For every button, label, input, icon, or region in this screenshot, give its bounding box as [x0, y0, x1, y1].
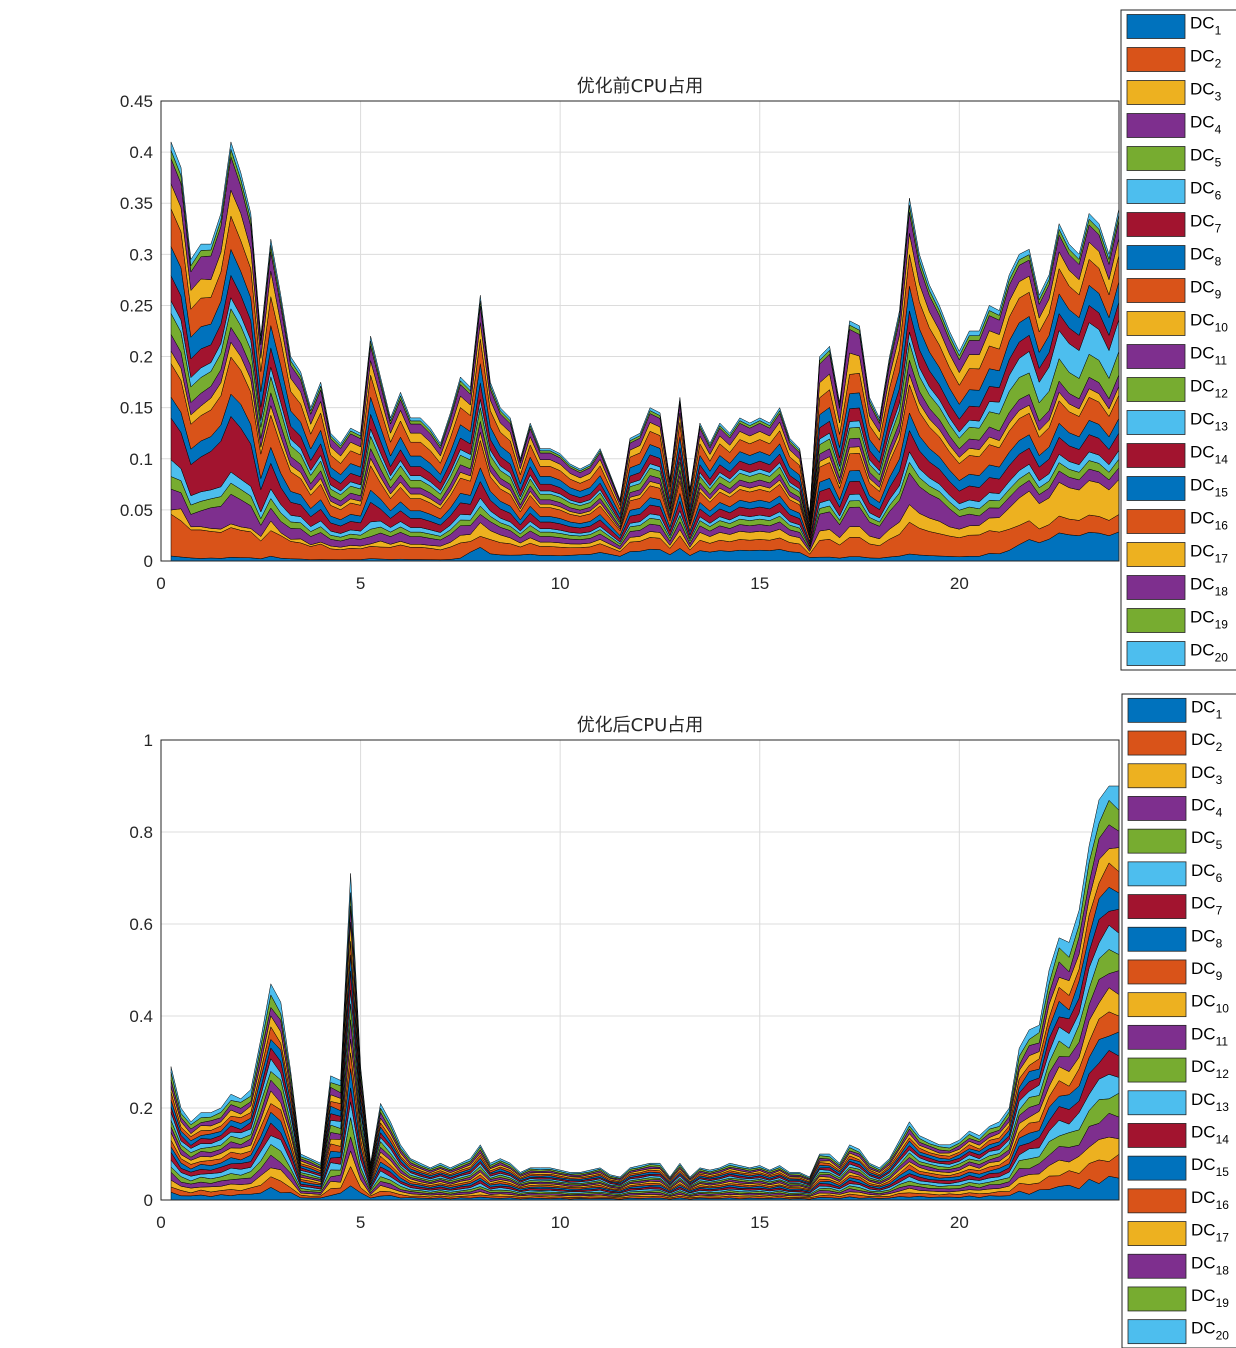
y-tick-label: 0.1 [129, 450, 153, 469]
legend-box [1120, 9, 1236, 671]
axes-box [160, 100, 1120, 562]
y-tick-label: 0.05 [120, 501, 153, 520]
legend-swatch [1126, 179, 1186, 204]
x-tick-label: 20 [950, 574, 969, 593]
legend-swatch [1126, 575, 1186, 600]
legend: DC1DC2DC3DC4DC5DC6DC7DC8DC9DC10DC11DC12D… [1120, 9, 1236, 671]
y-tick-labels: 0 0.05 0.1 0.15 0.2 0.25 0.3 0.35 0.4 0.45 [120, 92, 153, 571]
y-tick-label: 0.4 [129, 143, 153, 162]
y-tick-label: 0.45 [120, 92, 153, 111]
legend-swatch [1126, 509, 1186, 534]
y-tick-labels: 0 0.2 0.4 0.6 0.8 1 [129, 731, 153, 1210]
legend-swatch [1126, 443, 1186, 468]
legend-box [1121, 693, 1236, 1348]
legend-swatch [1126, 311, 1186, 336]
y-tick-label: 0.15 [120, 399, 153, 418]
legend-swatch [1126, 113, 1186, 138]
legend-swatch [1127, 1286, 1187, 1312]
x-tick-label: 0 [156, 574, 165, 593]
y-tick-label: 0 [144, 552, 153, 571]
y-tick-label: 0 [144, 1191, 153, 1210]
legend-swatch [1126, 47, 1186, 72]
y-tick-label: 0.4 [129, 1007, 153, 1026]
legend-swatch [1126, 476, 1186, 501]
x-tick-labels: 0 5 10 15 20 [156, 574, 969, 593]
y-tick-label: 1 [144, 731, 153, 750]
legend-swatch [1127, 1155, 1187, 1181]
plot-area [161, 740, 1119, 1200]
legend-swatch [1127, 1024, 1187, 1050]
legend-swatch [1127, 992, 1187, 1018]
legend-swatch [1126, 146, 1186, 171]
legend-swatch [1126, 344, 1186, 369]
legend-swatch [1126, 278, 1186, 303]
legend-swatch [1126, 245, 1186, 270]
x-tick-label: 10 [551, 1213, 570, 1232]
legend-swatch [1127, 959, 1187, 985]
y-tick-label: 0.8 [129, 823, 153, 842]
chart-title: 优化前CPU占用 [577, 76, 704, 97]
legend-swatch [1126, 80, 1186, 105]
y-tick-label: 0.2 [129, 348, 153, 367]
legend: DC1DC2DC3DC4DC5DC6DC7DC8DC9DC10DC11DC12D… [1121, 693, 1236, 1348]
x-tick-label: 15 [750, 1213, 769, 1232]
legend-swatch [1127, 1057, 1187, 1083]
legend-swatch [1127, 1123, 1187, 1148]
y-tick-label: 0.6 [129, 915, 153, 934]
legend-swatch [1127, 1188, 1187, 1214]
legend-swatch [1126, 608, 1186, 633]
x-tick-label: 10 [551, 574, 570, 593]
x-tick-labels: 0 5 10 15 20 [156, 1213, 969, 1232]
area-series [170, 141, 1120, 562]
chart-title: 优化后CPU占用 [577, 715, 704, 736]
legend-swatch [1126, 542, 1186, 567]
chart-after-optimization: 优化后CPU占用 0 0.2 0.4 0.6 0.8 1 0 5 10 15 20 DC1DC2D… [129, 693, 1236, 1348]
x-tick-label: 5 [356, 1213, 365, 1232]
legend-swatch [1127, 894, 1187, 919]
legend-swatch [1127, 1253, 1187, 1279]
legend-swatch [1127, 926, 1187, 952]
x-tick-label: 15 [750, 574, 769, 593]
legend-swatch [1127, 796, 1187, 821]
legend-swatch [1127, 1319, 1187, 1345]
x-tick-label: 0 [156, 1213, 165, 1232]
axes-box [160, 739, 1120, 1201]
legend-label: DC17 [1190, 542, 1228, 566]
legend-swatch [1127, 763, 1187, 789]
legend-swatch [1127, 1090, 1187, 1116]
chart-before-optimization: 优化前CPU占用 0 0.05 0.1 0.15 0.2 0.25 0.3 0.35 0.4 0.… [120, 9, 1236, 671]
x-tick-label: 5 [356, 574, 365, 593]
legend-swatch [1126, 641, 1186, 666]
legend-swatch [1127, 697, 1187, 723]
legend-swatch [1127, 861, 1187, 887]
y-tick-label: 0.3 [129, 245, 153, 264]
legend-swatch [1126, 14, 1186, 39]
legend-swatch [1126, 410, 1186, 435]
legend-swatch [1126, 377, 1186, 402]
x-tick-label: 20 [950, 1213, 969, 1232]
y-tick-label: 0.2 [129, 1099, 153, 1118]
legend-swatch [1126, 212, 1186, 237]
legend-swatch [1127, 1221, 1187, 1246]
legend-swatch [1127, 828, 1187, 854]
legend-swatch [1127, 730, 1187, 756]
y-tick-label: 0.35 [120, 194, 153, 213]
y-tick-label: 0.25 [120, 296, 153, 315]
